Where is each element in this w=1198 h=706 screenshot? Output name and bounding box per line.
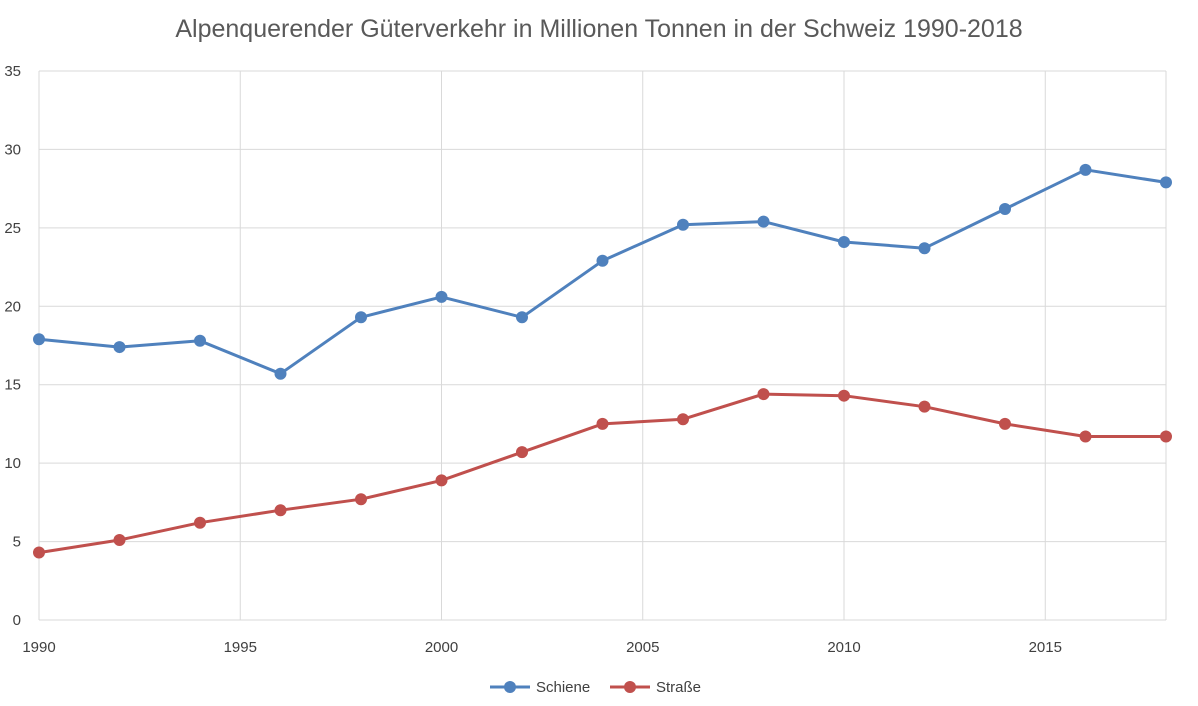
data-point (33, 546, 45, 559)
data-point (355, 311, 367, 324)
y-tick-label: 10 (4, 455, 21, 472)
data-point (33, 333, 45, 346)
series-line (38, 392, 1166, 555)
data-point (1160, 176, 1172, 189)
data-point (677, 413, 689, 426)
data-point (516, 446, 528, 459)
y-axis-ticks: 0 5 10 15 20 25 30 35 (4, 63, 21, 629)
data-point (355, 493, 367, 506)
data-point (1160, 430, 1172, 443)
x-tick-label: 2000 (425, 639, 458, 656)
legend: Schiene Straße (490, 679, 701, 696)
legend-item-1: Schiene (490, 679, 590, 696)
data-point (113, 341, 126, 354)
legend-item-2: Straße (610, 679, 701, 696)
data-point (999, 417, 1011, 430)
legend-label: Schiene (536, 679, 590, 696)
grid-lines (38, 70, 1167, 621)
data-point (757, 215, 770, 228)
data-point (677, 218, 689, 231)
legend-marker (504, 681, 516, 693)
y-tick-label: 5 (13, 534, 21, 551)
data-point (757, 388, 770, 401)
data-point (194, 334, 206, 347)
data-point (596, 254, 609, 267)
chart-title: Alpenquerender Güterverkehr in Millionen… (175, 15, 1022, 43)
y-tick-label: 15 (4, 377, 21, 394)
data-point (1079, 163, 1092, 176)
x-tick-label: 1990 (22, 639, 55, 656)
data-point (918, 400, 931, 413)
series-1 (33, 163, 1172, 380)
data-point (1079, 430, 1092, 443)
x-tick-label: 2015 (1029, 639, 1062, 656)
data-point (274, 367, 287, 380)
y-tick-label: 0 (13, 612, 21, 629)
series-2 (33, 388, 1172, 559)
data-point (999, 203, 1011, 216)
data-point (435, 290, 448, 303)
x-tick-label: 2005 (626, 639, 659, 656)
x-tick-label: 1995 (224, 639, 257, 656)
data-point (435, 474, 448, 487)
legend-marker (624, 681, 636, 693)
data-point (596, 417, 609, 430)
data-point (113, 534, 126, 547)
y-tick-label: 30 (4, 141, 21, 158)
data-point (838, 235, 850, 248)
y-tick-label: 25 (4, 220, 21, 237)
series-layer (33, 163, 1172, 559)
legend-label: Straße (656, 679, 701, 696)
y-tick-label: 35 (4, 63, 21, 80)
data-point (194, 516, 206, 529)
data-point (274, 504, 287, 517)
x-axis-ticks: 1990 1995 2000 2005 2010 2015 (22, 639, 1062, 656)
x-tick-label: 2010 (827, 639, 860, 656)
data-point (516, 311, 528, 324)
data-point (918, 242, 931, 255)
data-point (838, 389, 850, 402)
y-tick-label: 20 (4, 298, 21, 315)
series-line (38, 168, 1167, 376)
